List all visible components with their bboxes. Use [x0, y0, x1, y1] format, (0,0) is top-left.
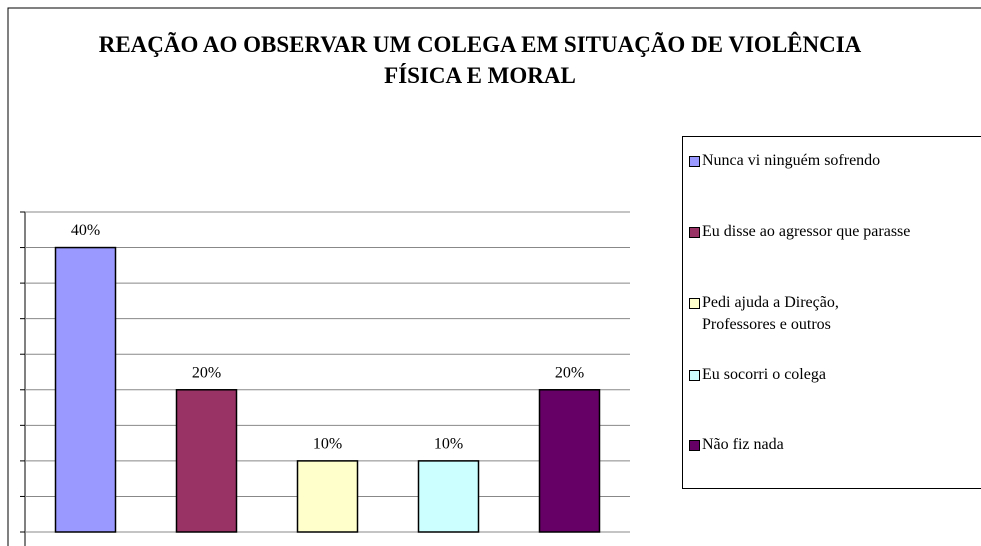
legend-swatch [689, 298, 700, 309]
legend: Nunca vi ninguém sofrendo Eu disse ao agr… [682, 136, 981, 489]
data-label: 20% [192, 364, 221, 381]
legend-swatch [689, 440, 700, 451]
chart-title: REAÇÃO AO OBSERVAR UM COLEGA EM SITUAÇÃO… [98, 32, 862, 88]
data-label: 40% [71, 222, 100, 239]
bar [175, 389, 238, 533]
legend-swatch [689, 370, 700, 381]
legend-item: Nunca vi ninguém sofrendo [689, 150, 880, 172]
legend-swatch [689, 156, 700, 167]
legend-item: Pedi ajuda a Direção, Professores e outr… [689, 292, 892, 336]
legend-label: Pedi ajuda a Direção, Professores e outr… [702, 294, 839, 333]
bar [538, 389, 601, 533]
legend-label: Eu disse ao agressor que parasse [702, 223, 911, 240]
data-label: 10% [313, 436, 342, 453]
bar [296, 460, 359, 533]
chart-frame [7, 7, 981, 546]
legend-item: Não fiz nada [689, 434, 784, 456]
legend-item: Eu socorri o colega [689, 364, 826, 386]
legend-swatch [689, 227, 700, 238]
bar [54, 246, 117, 533]
legend-item: Eu disse ao agressor que parasse [689, 221, 910, 243]
legend-label: Nunca vi ninguém sofrendo [702, 152, 881, 169]
data-label: 10% [434, 436, 463, 453]
bar [417, 460, 480, 533]
legend-label: Não fiz nada [702, 436, 784, 453]
legend-label: Eu socorri o colega [702, 366, 826, 383]
data-label: 20% [555, 364, 584, 381]
